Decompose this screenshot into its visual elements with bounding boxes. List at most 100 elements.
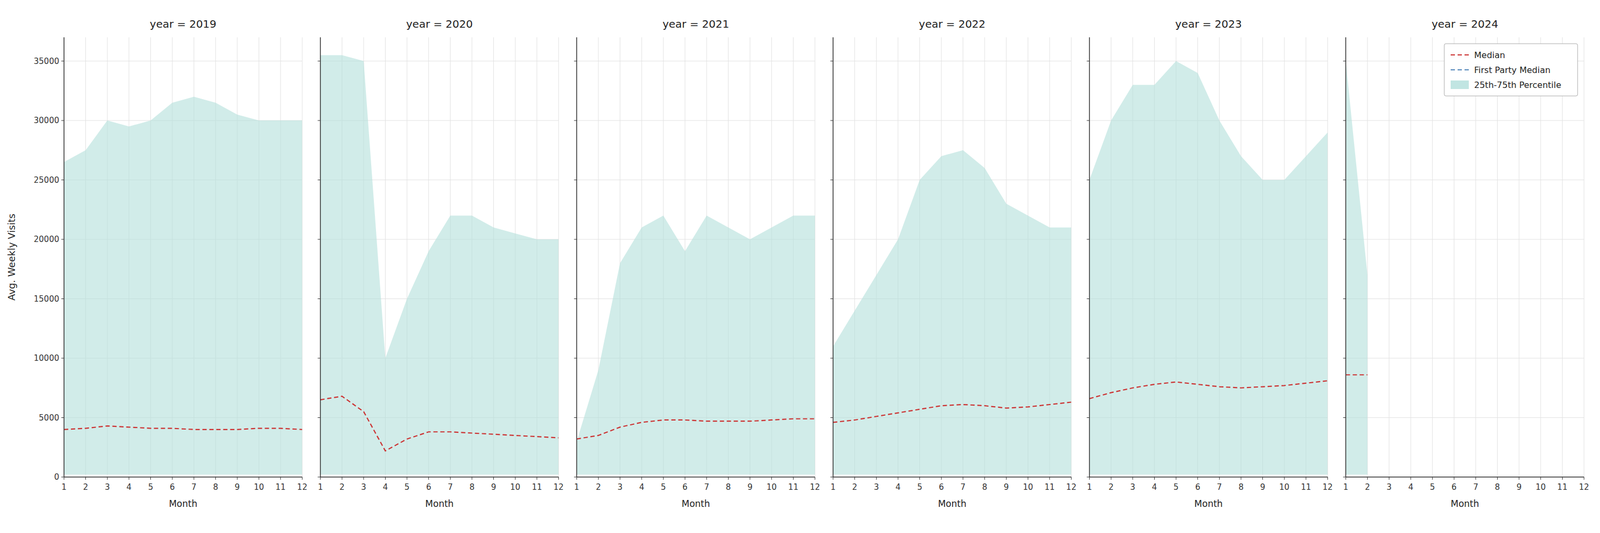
legend-swatch — [1450, 54, 1469, 56]
x-tick — [450, 477, 451, 480]
x-tick-label: 10 — [1279, 482, 1290, 493]
x-tick — [172, 477, 173, 480]
grid-line-x — [1518, 37, 1520, 478]
percentile-band — [1345, 61, 1368, 476]
x-tick-label: 2 — [852, 482, 858, 493]
x-tick — [662, 477, 664, 480]
x-tick — [107, 477, 108, 480]
grid-line-x — [576, 37, 578, 478]
x-tick-label: 3 — [104, 482, 110, 493]
x-tick — [1584, 477, 1585, 480]
x-tick-label: 4 — [1152, 482, 1158, 493]
x-tick — [1005, 477, 1007, 480]
y-tick — [317, 60, 321, 62]
x-tick — [1497, 477, 1498, 480]
y-tick — [1342, 120, 1346, 122]
x-axis-label: Month — [425, 498, 454, 510]
y-tick — [830, 417, 834, 419]
y-tick — [1086, 60, 1090, 62]
x-tick — [1562, 477, 1563, 480]
x-tick-label: 3 — [617, 482, 623, 493]
panel: 123456789101112year = 2023Month — [1086, 17, 1333, 510]
marks — [1089, 61, 1328, 476]
y-tick — [1086, 417, 1090, 419]
grid — [1345, 37, 1584, 478]
y-tick — [830, 239, 834, 240]
x-axis-label: Month — [1194, 498, 1223, 510]
y-tick — [317, 477, 321, 478]
x-tick-label: 7 — [960, 482, 966, 493]
y-tick — [573, 477, 577, 478]
x-tick — [706, 477, 707, 480]
grid-line-x — [833, 37, 834, 478]
y-tick — [573, 298, 577, 300]
y-tick — [1086, 239, 1090, 240]
x-tick-label: 2 — [83, 482, 89, 493]
y-tick-label: 0 — [53, 472, 60, 483]
x-tick — [1089, 477, 1090, 480]
marks — [1345, 61, 1368, 476]
y-tick — [1086, 298, 1090, 300]
x-tick — [236, 477, 238, 480]
x-tick — [1027, 477, 1029, 480]
x-tick — [150, 477, 151, 480]
percentile-band — [320, 54, 559, 475]
x-tick — [1345, 477, 1347, 480]
x-tick — [1432, 477, 1433, 480]
y-tick — [317, 298, 321, 300]
median-line — [320, 396, 559, 452]
x-tick — [749, 477, 751, 480]
y-tick — [573, 358, 577, 359]
x-tick-label: 12 — [1322, 482, 1333, 493]
marks — [64, 96, 303, 475]
y-axis-line — [320, 37, 322, 478]
x-tick-label: 10 — [766, 482, 777, 493]
x-axis-line — [576, 476, 815, 478]
grid — [576, 37, 815, 478]
panel: 1234567891011120500010000150002000025000… — [5, 17, 308, 510]
percentile-band — [576, 215, 815, 475]
x-axis-line — [1089, 476, 1328, 478]
x-tick — [1240, 477, 1242, 480]
y-tick-label: 15000 — [33, 294, 60, 304]
x-tick-label: 10 — [253, 482, 264, 493]
x-tick — [1305, 477, 1307, 480]
panel: 123456789101112year = 2022Month — [830, 17, 1077, 510]
y-tick — [61, 417, 64, 419]
x-tick — [280, 477, 282, 480]
x-tick — [984, 477, 986, 480]
x-tick — [897, 477, 899, 480]
x-tick-label: 9 — [747, 482, 753, 493]
x-tick-label: 12 — [1066, 482, 1077, 493]
y-tick — [573, 417, 577, 419]
x-tick-label: 7 — [1217, 482, 1223, 493]
grid-line-y — [1345, 417, 1584, 419]
grid-line-y — [576, 120, 815, 122]
y-axis-line — [63, 37, 65, 478]
chart: 1234567891011120500010000150002000025000… — [0, 0, 1600, 533]
y-tick — [830, 179, 834, 181]
x-tick — [1197, 477, 1198, 480]
y-tick — [1342, 417, 1346, 419]
x-tick-label: 9 — [1516, 482, 1522, 493]
grid-line-y — [576, 60, 815, 62]
x-tick — [301, 477, 303, 480]
x-tick-label: 4 — [638, 482, 645, 493]
x-tick-label: 1 — [61, 482, 67, 493]
x-axis-line — [320, 476, 559, 478]
y-axis-label: Avg. Weekly Visits — [5, 213, 18, 301]
percentile-band — [833, 150, 1072, 476]
x-axis-line — [64, 476, 303, 478]
x-tick-label: 7 — [448, 482, 454, 493]
x-tick — [363, 477, 364, 480]
y-tick — [61, 60, 64, 62]
x-tick-label: 5 — [148, 482, 154, 493]
y-tick — [1086, 120, 1090, 122]
grid-line-x — [1584, 37, 1585, 478]
legend-swatch — [1450, 80, 1469, 90]
y-tick — [61, 239, 64, 240]
grid — [320, 37, 559, 478]
x-tick-label: 7 — [1473, 482, 1479, 493]
legend-label: First Party Median — [1474, 65, 1551, 76]
x-tick-label: 1 — [574, 482, 580, 493]
